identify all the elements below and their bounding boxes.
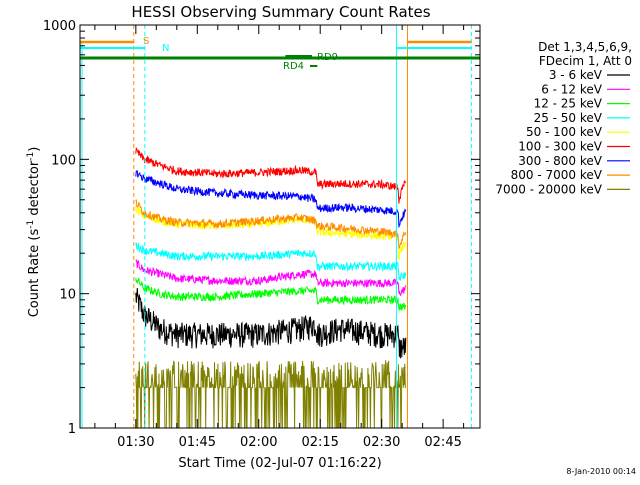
legend-label: 800 - 7000 keV — [511, 168, 603, 182]
legend-label: 12 - 25 keV — [534, 97, 603, 111]
legend-header-line-1: Det 1,3,4,5,6,9, — [538, 40, 632, 54]
flag-label-rd9: RD9 — [317, 52, 338, 63]
x-tick-label: 01:30 — [117, 435, 154, 450]
legend-label: 100 - 300 keV — [518, 140, 602, 154]
y-tick-label: 100 — [51, 153, 76, 168]
series-line-8 — [135, 360, 406, 428]
y-axis-label: Count Rate (s-1 detector-1) — [26, 147, 42, 318]
y-tick-label: 10 — [59, 288, 76, 303]
flag-label-n: N — [162, 43, 169, 54]
legend-label: 50 - 100 keV — [526, 125, 603, 139]
x-tick-label: 01:45 — [179, 435, 216, 450]
series-line-6 — [135, 170, 407, 228]
series-line-2 — [135, 277, 407, 311]
x-tick-label: 02:30 — [363, 435, 400, 450]
legend-header-line-2: FDecim 1, Att 0 — [539, 54, 632, 68]
flag-label-s: S — [143, 36, 149, 47]
series-line-0 — [135, 287, 407, 359]
chart-title: HESSI Observing Summary Count Rates — [131, 3, 430, 21]
legend-label: 6 - 12 keV — [541, 82, 603, 96]
plot-frame — [79, 24, 481, 429]
series-line-1 — [135, 259, 407, 296]
x-tick-label: 02:00 — [240, 435, 277, 450]
series-line-7 — [135, 199, 407, 249]
timestamp: 8-Jan-2010 00:14 — [566, 467, 636, 476]
flag-label-rd4: RD4 — [283, 61, 304, 72]
legend-label: 300 - 800 keV — [518, 154, 602, 168]
x-tick-label: 02:15 — [301, 435, 338, 450]
legend-label: 25 - 50 keV — [534, 111, 603, 125]
x-tick-label: 02:45 — [424, 435, 461, 450]
y-tick-label: 1 — [68, 422, 76, 437]
x-axis-label: Start Time (02-Jul-07 01:16:22) — [178, 456, 381, 471]
series-line-5 — [135, 147, 407, 204]
legend-label: 7000 - 20000 keV — [495, 182, 602, 196]
y-tick-label: 1000 — [43, 19, 76, 34]
series-line-3 — [135, 242, 407, 281]
legend-label: 3 - 6 keV — [549, 68, 603, 82]
plot-area — [80, 25, 480, 428]
